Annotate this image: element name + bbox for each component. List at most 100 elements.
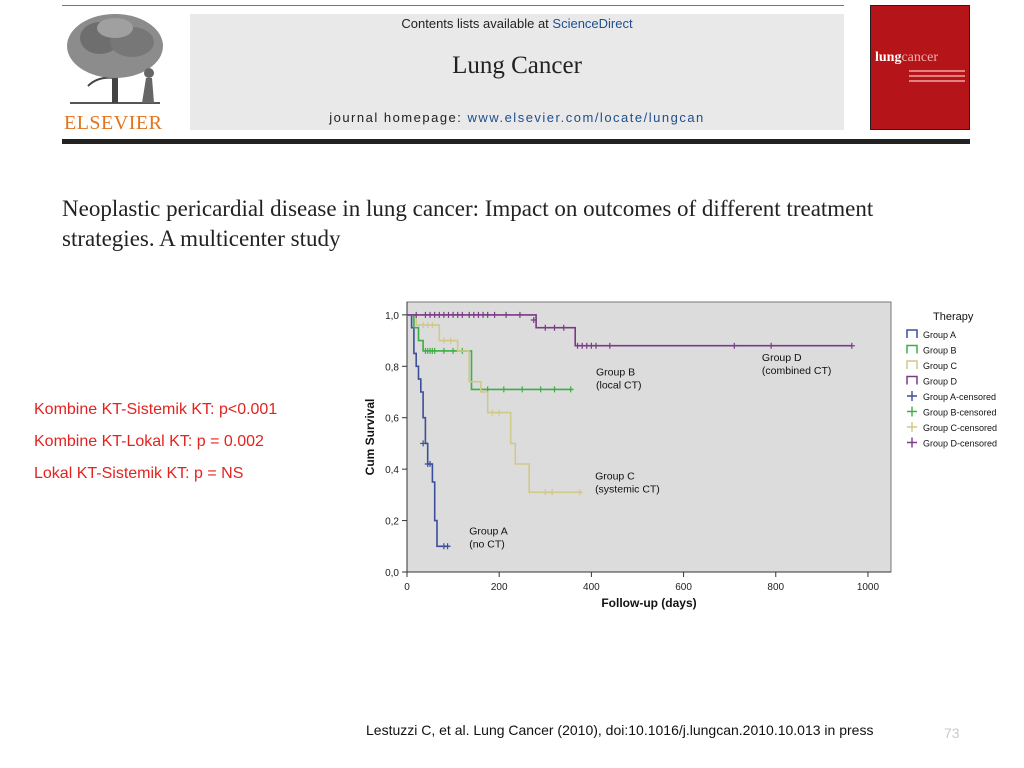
censor-mark bbox=[542, 489, 549, 496]
censor-mark bbox=[420, 440, 427, 447]
censor-mark bbox=[484, 311, 491, 318]
legend-label: Group D-censored bbox=[923, 439, 997, 449]
series-annotation: Group D bbox=[762, 352, 802, 364]
censor-mark bbox=[503, 311, 510, 318]
x-tick-label: 600 bbox=[675, 582, 692, 593]
sciencedirect-link[interactable]: ScienceDirect bbox=[552, 16, 633, 31]
legend-swatch bbox=[907, 406, 917, 417]
y-tick-label: 0,0 bbox=[385, 568, 399, 579]
series-annotation: (systemic CT) bbox=[595, 483, 660, 495]
legend-label: Group D bbox=[923, 377, 958, 387]
y-tick-label: 0,8 bbox=[385, 362, 399, 373]
contents-prefix: Contents lists available at bbox=[401, 16, 553, 31]
censor-mark bbox=[450, 347, 457, 354]
series-annotation: (no CT) bbox=[469, 539, 505, 551]
legend-swatch bbox=[906, 329, 918, 338]
series-line-group-a bbox=[407, 314, 449, 548]
y-tick-label: 0,4 bbox=[385, 465, 399, 476]
y-tick-label: 0,6 bbox=[385, 414, 399, 425]
x-axis-label: Follow-up (days) bbox=[601, 596, 696, 610]
elsevier-wordmark: ELSEVIER bbox=[64, 112, 163, 134]
homepage-line: journal homepage: www.elsevier.com/locat… bbox=[190, 110, 844, 125]
censor-mark bbox=[500, 386, 507, 393]
elsevier-tree-logo bbox=[60, 8, 170, 136]
legend-swatch bbox=[906, 360, 918, 369]
censor-mark bbox=[440, 347, 447, 354]
series-annotation: Group A bbox=[469, 526, 508, 538]
cover-title: lungcancer bbox=[875, 50, 938, 66]
stat-line: Lokal KT-Sistemik KT: p = NS bbox=[34, 465, 244, 482]
censor-mark bbox=[440, 337, 447, 344]
journal-name: Lung Cancer bbox=[452, 52, 582, 79]
legend-label: Group B bbox=[923, 346, 957, 356]
legend-label: Group A bbox=[923, 330, 956, 340]
legend-label: Group A-censored bbox=[923, 392, 996, 402]
censor-mark bbox=[444, 543, 451, 550]
censor-mark bbox=[848, 342, 855, 349]
contents-line: Contents lists available at ScienceDirec… bbox=[190, 16, 844, 31]
header-top-rule bbox=[62, 5, 844, 6]
series-annotation: Group B bbox=[596, 366, 635, 378]
censor-mark bbox=[731, 342, 738, 349]
plot-area bbox=[406, 301, 892, 573]
legend-swatch bbox=[907, 437, 917, 448]
censor-mark bbox=[551, 324, 558, 331]
censor-mark bbox=[768, 342, 775, 349]
journal-header-box: Contents lists available at ScienceDirec… bbox=[190, 14, 844, 130]
legend-swatch bbox=[906, 375, 918, 385]
legend-label: Group C bbox=[923, 361, 958, 371]
series-line-group-c bbox=[407, 314, 583, 494]
x-tick-label: 200 bbox=[491, 582, 508, 593]
series-annotation: Group C bbox=[595, 470, 635, 482]
header-bottom-rule bbox=[62, 139, 970, 144]
censor-mark bbox=[489, 409, 496, 416]
censor-mark bbox=[413, 311, 420, 318]
censor-mark bbox=[447, 337, 454, 344]
legend-swatch bbox=[907, 391, 917, 401]
censor-mark bbox=[491, 311, 498, 318]
censor-mark bbox=[576, 489, 583, 496]
censor-mark bbox=[537, 386, 544, 393]
censor-mark bbox=[496, 409, 503, 416]
censor-mark bbox=[431, 347, 438, 354]
censor-mark bbox=[567, 386, 574, 393]
homepage-prefix: journal homepage: bbox=[329, 110, 468, 125]
legend-title: Therapy bbox=[933, 311, 974, 323]
series-annotation: (combined CT) bbox=[762, 365, 831, 377]
page-number: 73 bbox=[944, 725, 960, 741]
censor-mark bbox=[549, 489, 556, 496]
censor-mark bbox=[429, 322, 436, 329]
x-tick-label: 1000 bbox=[857, 582, 880, 593]
censor-mark bbox=[516, 311, 523, 318]
censor-mark bbox=[542, 324, 549, 331]
x-tick-label: 0 bbox=[404, 582, 410, 593]
censor-mark bbox=[459, 311, 466, 318]
homepage-link[interactable]: www.elsevier.com/locate/lungcan bbox=[467, 110, 705, 125]
censor-mark bbox=[427, 461, 434, 467]
censor-mark bbox=[551, 386, 558, 393]
y-tick-label: 1,0 bbox=[385, 311, 399, 322]
y-axis-label: Cum Survival bbox=[363, 399, 377, 476]
x-tick-label: 800 bbox=[767, 582, 784, 593]
censor-mark bbox=[592, 342, 599, 349]
censor-mark bbox=[530, 317, 537, 323]
survival-chart: 0,0 0,2 0,4 0,6 0,8 1,0 0 200 400 600 800 1000 Follo… bbox=[363, 301, 997, 610]
legend-swatch bbox=[906, 344, 918, 354]
journal-cover: lungcancer bbox=[870, 5, 970, 130]
legend-label: Group C-censored bbox=[923, 423, 997, 433]
stat-line: Kombine KT-Sistemik KT: p<0.001 bbox=[34, 401, 278, 418]
cover-title-part-1: lung bbox=[875, 50, 902, 65]
citation: Lestuzzi C, et al. Lung Cancer (2010), d… bbox=[366, 722, 874, 738]
censor-mark bbox=[606, 342, 613, 349]
legend-label: Group B-censored bbox=[923, 408, 997, 418]
series-line-group-b bbox=[407, 314, 573, 391]
cover-text-lines bbox=[909, 70, 965, 85]
cover-title-part-2: cancer bbox=[901, 50, 938, 65]
stat-line: Kombine KT-Lokal KT: p = 0.002 bbox=[34, 433, 264, 450]
legend-swatch bbox=[907, 422, 917, 432]
y-tick-label: 0,2 bbox=[385, 517, 399, 528]
article-title: Neoplastic pericardial disease in lung c… bbox=[62, 196, 874, 251]
series-annotation: (local CT) bbox=[596, 379, 642, 391]
censor-mark bbox=[560, 324, 567, 331]
stats-block: Kombine KT-Sistemik KT: p<0.001 Kombine … bbox=[34, 394, 277, 490]
